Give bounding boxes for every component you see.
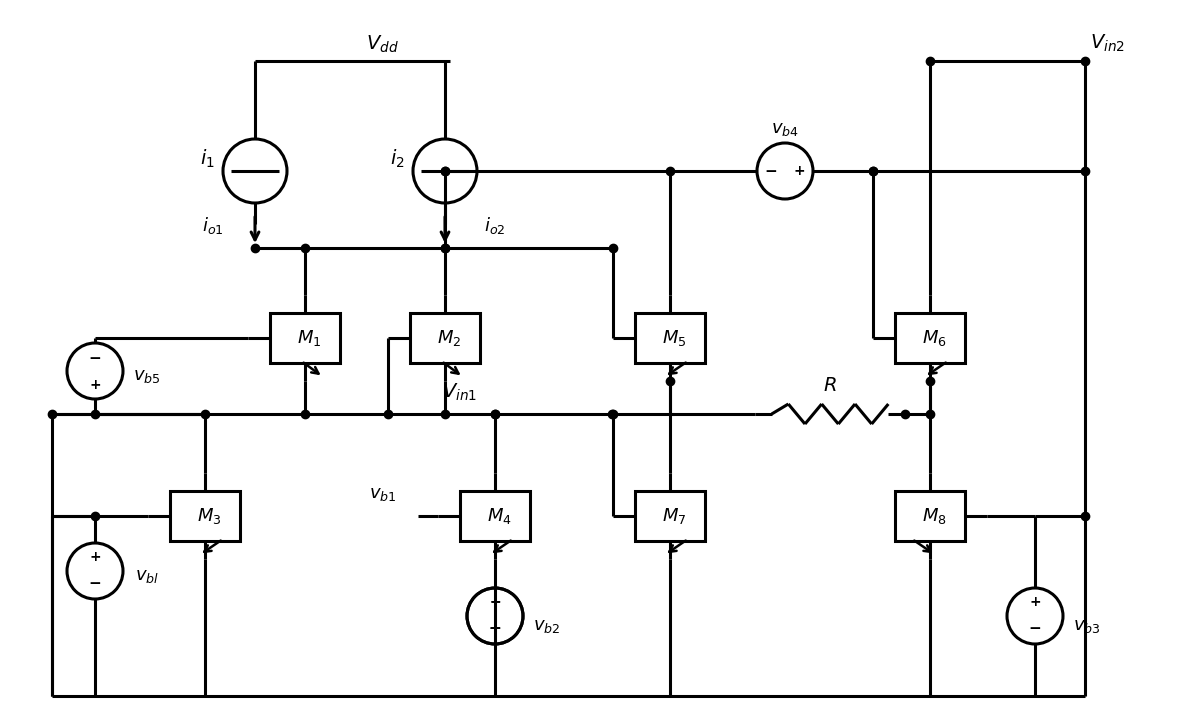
Text: +: + — [89, 378, 101, 392]
Text: $v_{b2}$: $v_{b2}$ — [533, 617, 560, 635]
Text: $V_{in1}$: $V_{in1}$ — [443, 381, 478, 403]
Text: $i_1$: $i_1$ — [200, 148, 214, 170]
Text: $i_2$: $i_2$ — [390, 148, 405, 170]
Text: $M_5$: $M_5$ — [661, 328, 686, 348]
Text: −: − — [488, 621, 501, 636]
Text: $v_{b5}$: $v_{b5}$ — [133, 367, 161, 385]
Text: $R$: $R$ — [823, 377, 837, 395]
Bar — [895, 313, 965, 363]
Text: +: + — [793, 164, 805, 178]
Bar — [169, 491, 240, 541]
Text: $M_1$: $M_1$ — [297, 328, 321, 348]
Text: −: − — [488, 621, 501, 636]
Text: $v_{bl}$: $v_{bl}$ — [135, 567, 159, 585]
Text: $M_4$: $M_4$ — [486, 506, 511, 526]
Bar — [460, 491, 530, 541]
Bar — [410, 313, 480, 363]
Text: $i_{o2}$: $i_{o2}$ — [484, 216, 506, 237]
Bar — [895, 491, 965, 541]
Text: −: − — [1029, 621, 1042, 636]
Text: $M_3$: $M_3$ — [197, 506, 221, 526]
Text: $v_{b4}$: $v_{b4}$ — [771, 120, 799, 138]
Text: +: + — [1029, 595, 1040, 609]
Bar — [636, 491, 705, 541]
Text: $M_2$: $M_2$ — [437, 328, 461, 348]
Text: +: + — [89, 550, 101, 564]
Text: −: − — [88, 576, 101, 591]
Text: $M_7$: $M_7$ — [661, 506, 686, 526]
Bar — [636, 313, 705, 363]
Text: +: + — [490, 595, 500, 609]
Text: $M_8$: $M_8$ — [922, 506, 946, 526]
Text: $V_{in2}$: $V_{in2}$ — [1090, 33, 1125, 54]
Text: $v_{b3}$: $v_{b3}$ — [1073, 617, 1100, 635]
Text: −: − — [88, 351, 101, 366]
Text: $v_{b1}$: $v_{b1}$ — [370, 485, 397, 503]
Text: −: − — [765, 163, 777, 179]
Text: $V_{dd}$: $V_{dd}$ — [366, 33, 399, 54]
Text: $i_{o1}$: $i_{o1}$ — [202, 216, 224, 237]
Bar — [270, 313, 340, 363]
Text: $M_6$: $M_6$ — [922, 328, 946, 348]
Text: +: + — [490, 595, 500, 609]
